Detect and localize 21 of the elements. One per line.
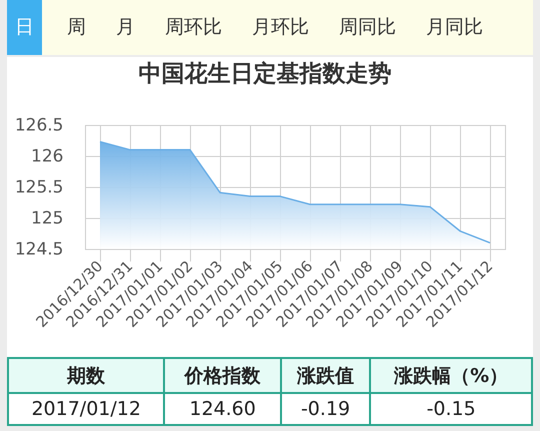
y-tick-label: 126 (31, 146, 64, 166)
text: -0.19 (280, 393, 370, 425)
text: 月 (115, 15, 136, 40)
text: 月环比 (251, 15, 310, 40)
y-tick-label: 124.5 (14, 240, 64, 260)
text: 涨跌值 (280, 358, 370, 393)
text: 周 (66, 15, 87, 40)
text: 周同比 (338, 15, 397, 40)
text: -0.15 (370, 393, 532, 425)
text: 价格指数 (164, 358, 281, 393)
text: 124.60 (164, 393, 281, 425)
text: 周环比 (164, 15, 223, 40)
text: 涨跌幅（%） (370, 358, 532, 393)
chart-title: 中国花生日定基指数走势 (138, 60, 392, 87)
text: 日 (7, 0, 42, 55)
text: 月同比 (425, 15, 484, 40)
text: 2017/01/12 (8, 393, 164, 425)
y-tick-label: 126.5 (14, 116, 64, 136)
y-tick-label: 125 (31, 208, 64, 228)
text: 期数 (8, 358, 164, 393)
y-tick-label: 125.5 (14, 178, 64, 198)
